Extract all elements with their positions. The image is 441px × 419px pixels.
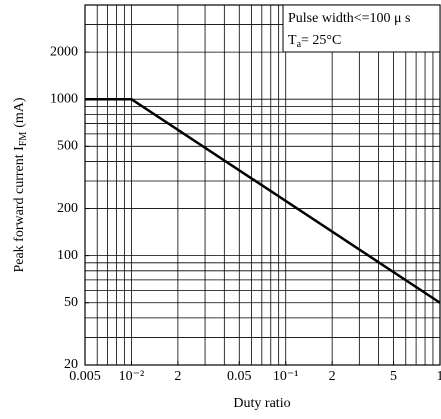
x-tick-label: 2 [329,369,336,384]
x-tick-label: 10⁻² [119,369,145,384]
x-tick-label: 10⁻¹ [273,369,299,384]
y-axis-label: Peak forward current IFM (mA) [12,97,29,272]
annotation-text: = 25°C [301,33,341,48]
y-label-unit: (mA) [12,97,27,128]
y-tick-label: 2000 [50,44,78,59]
data-line [85,99,440,303]
x-tick-label: 5 [390,369,397,384]
x-tick-label: 0.05 [227,369,252,384]
y-tick-label: 200 [57,201,78,216]
y-tick-label: 20 [64,357,78,372]
x-axis-label: Duty ratio [233,396,290,411]
x-tick-label: 2 [174,369,181,384]
y-label-subscript: FM [18,132,29,147]
y-tick-label: 1000 [50,91,78,106]
y-tick-label: 500 [57,139,78,154]
y-tick-label: 50 [64,295,78,310]
y-label-text: Peak forward current I [12,146,27,273]
annotation: Ta= 25°C [288,33,341,50]
y-tick-label: 100 [57,248,78,263]
annotation: Pulse width<=100 μ s [288,11,410,26]
x-tick-label: 1 [437,369,441,384]
